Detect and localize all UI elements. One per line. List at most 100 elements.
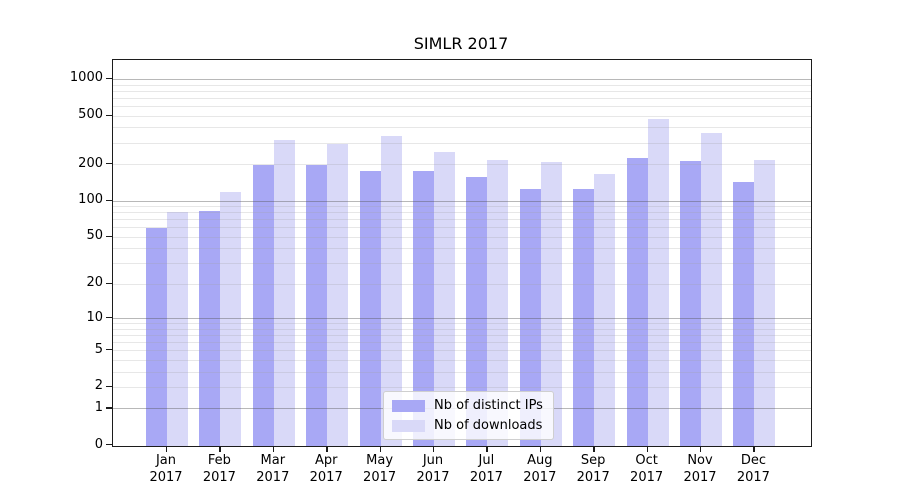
legend-item-distinct-ips: Nb of distinct IPs	[392, 398, 543, 413]
gridline-900	[113, 84, 811, 86]
x-tick-label-aug: Aug 2017	[523, 453, 557, 485]
gridline-90	[113, 206, 811, 207]
bar-distinct-ips-sep	[573, 188, 595, 446]
x-tick-mark	[326, 446, 328, 452]
gridline-200	[113, 164, 811, 165]
bar-downloads-sep	[594, 173, 616, 446]
y-tick-label-500: 500	[78, 107, 103, 123]
x-tick-mark	[166, 446, 168, 452]
y-tick-label-20: 20	[86, 275, 103, 291]
gridline-1000	[113, 78, 811, 80]
x-tick-label-feb: Feb 2017	[202, 453, 236, 485]
bar-downloads-jul	[487, 160, 509, 446]
gridline-8	[113, 328, 811, 330]
y-tick-label-100: 100	[78, 192, 103, 207]
legend-item-downloads: Nb of downloads	[392, 418, 543, 433]
y-tick-label-1000: 1000	[69, 70, 103, 86]
legend-label-downloads: Nb of downloads	[434, 418, 543, 433]
x-tick-mark	[593, 446, 595, 452]
bar-distinct-ips-apr	[306, 165, 328, 446]
gridline-2	[113, 386, 811, 388]
bar-downloads-feb	[220, 191, 242, 446]
gridline-800	[113, 90, 811, 92]
y-tick-mark	[106, 235, 112, 238]
x-tick-label-oct: Oct 2017	[630, 453, 664, 485]
bar-downloads-jun	[434, 152, 455, 446]
chart-title: SIMLR 2017	[413, 34, 509, 53]
x-tick-mark	[272, 446, 275, 452]
gridline-500	[113, 115, 811, 117]
y-tick-mark	[106, 114, 112, 116]
bar-distinct-ips-jan	[146, 228, 167, 446]
gridline-7	[113, 334, 811, 336]
x-tick-label-jul: Jul 2017	[469, 453, 503, 485]
y-tick-label-1: 1	[94, 399, 103, 415]
bar-distinct-ips-aug	[519, 188, 541, 446]
bar-distinct-ips-oct	[626, 157, 648, 446]
gridline-40	[113, 248, 811, 250]
gridline-20	[113, 283, 811, 285]
x-tick-mark	[539, 446, 542, 452]
gridline-4	[113, 359, 811, 361]
bar-downloads-jan	[167, 211, 188, 446]
gridline-50	[113, 236, 811, 238]
x-tick-mark	[646, 446, 648, 452]
y-tick-label-5: 5	[94, 341, 103, 357]
legend-label-distinct-ips: Nb of distinct IPs	[434, 398, 543, 413]
gridline-70	[113, 219, 811, 221]
gridline-300	[113, 142, 811, 144]
y-tick-mark	[106, 282, 112, 285]
bar-downloads-apr	[327, 143, 349, 446]
bar-distinct-ips-dec	[733, 181, 755, 446]
y-tick-label-0: 0	[94, 436, 103, 452]
y-tick-mark	[106, 385, 112, 388]
bar-downloads-dec	[754, 159, 776, 446]
gridline-80	[113, 212, 811, 214]
bar-distinct-ips-nov	[680, 160, 701, 446]
x-tick-mark	[219, 446, 221, 452]
y-tick-mark	[106, 349, 112, 351]
y-tick-label-200: 200	[78, 155, 103, 171]
x-tick-label-nov: Nov 2017	[683, 453, 717, 485]
x-tick-label-dec: Dec 2017	[736, 453, 770, 485]
y-tick-mark	[106, 444, 112, 446]
bar-downloads-oct	[647, 118, 669, 446]
legend: Nb of distinct IPs Nb of downloads	[383, 391, 554, 440]
x-tick-mark	[700, 446, 702, 452]
bar-downloads-may	[380, 136, 402, 446]
gridline-6	[113, 341, 811, 343]
bar-distinct-ips-feb	[199, 210, 221, 446]
gridline-3	[113, 371, 811, 373]
gridline-10	[113, 318, 811, 319]
x-tick-label-mar: Mar 2017	[256, 453, 290, 485]
gridline-5	[113, 350, 811, 352]
bar-distinct-ips-may	[359, 171, 381, 446]
x-tick-label-apr: Apr 2017	[309, 453, 343, 485]
legend-swatch-downloads	[392, 419, 425, 432]
bar-distinct-ips-jul	[466, 177, 488, 446]
plot-area: Nb of distinct IPs Nb of downloads	[112, 59, 812, 447]
y-tick-label-50: 50	[86, 228, 103, 244]
y-tick-mark	[106, 163, 112, 165]
y-tick-label-2: 2	[94, 378, 103, 394]
y-tick-mark	[106, 199, 112, 201]
gridline-700	[113, 97, 811, 99]
gridline-9	[113, 323, 811, 324]
y-tick-mark	[106, 407, 112, 409]
bar-downloads-aug	[540, 162, 562, 446]
bar-distinct-ips-jun	[413, 170, 434, 446]
gridline-60	[113, 227, 811, 229]
x-tick-label-sep: Sep 2017	[576, 453, 610, 485]
y-tick-mark	[106, 77, 112, 80]
x-tick-label-jan: Jan 2017	[149, 453, 183, 485]
y-tick-label-10: 10	[86, 309, 103, 325]
x-tick-label-jun: Jun 2017	[416, 453, 450, 485]
x-tick-mark	[486, 446, 488, 452]
bar-distinct-ips-mar	[252, 165, 274, 446]
bar-downloads-mar	[273, 140, 295, 446]
bar-downloads-nov	[701, 132, 722, 446]
gridline-600	[113, 106, 811, 107]
x-tick-mark	[433, 446, 435, 452]
gridline-400	[113, 127, 811, 129]
